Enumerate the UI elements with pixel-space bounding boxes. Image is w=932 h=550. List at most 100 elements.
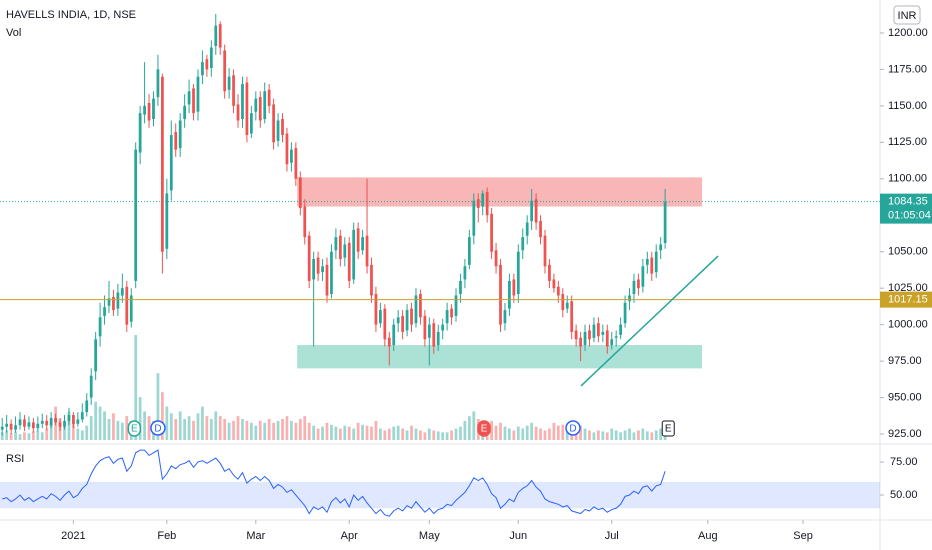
candle-body (659, 244, 663, 251)
candle-body (72, 415, 75, 424)
event-marker (477, 420, 491, 437)
volume-bar (467, 416, 471, 440)
volume-bar (654, 430, 658, 440)
candle-body (112, 296, 115, 311)
volume-bar (436, 431, 440, 440)
candle-body (654, 251, 658, 273)
candle-body (441, 324, 445, 331)
volume-bar (72, 420, 75, 440)
volume-bar (245, 420, 249, 440)
volume-bar (263, 422, 267, 440)
x-tick-label: 2021 (61, 530, 85, 542)
candle-body (338, 235, 342, 260)
volume-bar (120, 422, 124, 440)
candle-body (508, 280, 511, 309)
volume-bar (156, 373, 160, 440)
candle-body (565, 302, 569, 309)
volume-bar (89, 416, 93, 440)
candle-body (178, 120, 182, 149)
volume-bar (125, 416, 129, 440)
candle-body (31, 422, 35, 429)
candle-body (552, 279, 556, 289)
countdown: 01:05:04 (888, 210, 931, 222)
currency[interactable]: INR (898, 10, 917, 22)
volume-bar (14, 431, 17, 440)
volume-bar (552, 422, 556, 440)
volume-bar (619, 432, 623, 440)
volume-bar (232, 420, 235, 440)
candle-body (432, 323, 436, 347)
candle-body (63, 420, 66, 427)
currency-box[interactable] (893, 5, 921, 25)
y-tick-label: 1175.00 (888, 63, 927, 75)
candle-body (254, 98, 258, 112)
candle-body (561, 294, 565, 311)
candle-body (414, 295, 418, 324)
candle-body (45, 420, 49, 426)
y-tick-label: 1200.00 (888, 27, 928, 39)
volume-bar (276, 420, 280, 440)
volume-bar (85, 425, 89, 440)
volume-bar (512, 430, 516, 440)
volume-bar (565, 428, 569, 440)
candle-body (241, 84, 244, 120)
candle-body (530, 200, 534, 222)
volume-bar (36, 430, 40, 440)
volume-bar (490, 420, 493, 440)
rsi-tick-label: 50.00 (890, 489, 918, 501)
candle-body (214, 25, 218, 47)
volume-bar (543, 430, 547, 440)
candle-body (641, 266, 645, 287)
zones (297, 177, 703, 369)
volume-label: Vol (6, 27, 21, 39)
candle-body (236, 104, 240, 121)
candle-body (436, 331, 440, 346)
x-tick-label: Jun (509, 530, 527, 542)
candle-body (392, 324, 396, 346)
candle-body (303, 206, 307, 238)
rsi-band (0, 481, 880, 509)
candle-body (143, 105, 146, 115)
candle-body (156, 69, 160, 98)
candle-body (383, 308, 387, 340)
volume-bar (525, 425, 529, 440)
volume-bar (579, 425, 582, 440)
candle-body (490, 213, 493, 252)
candle-body (205, 59, 209, 70)
candle-body (80, 412, 84, 420)
candle-body (472, 200, 476, 236)
candle-body (534, 199, 538, 223)
volume-bar (614, 430, 618, 440)
candle-body (445, 310, 449, 324)
candle-body (272, 104, 275, 143)
volume-bar (138, 397, 142, 440)
candle-body (605, 330, 609, 347)
candle-body (14, 425, 17, 430)
candle-body (49, 417, 53, 426)
volume-bar (645, 431, 649, 440)
candle-body (365, 235, 369, 267)
volume-bar (249, 422, 253, 440)
candle-body (405, 310, 409, 331)
volume-bar (116, 420, 120, 440)
candle-body (525, 222, 529, 236)
candle-body (165, 193, 169, 249)
volume-bar (414, 428, 418, 440)
candle-body (548, 264, 551, 281)
candle-body (454, 295, 458, 316)
candle-body (645, 259, 649, 265)
candle-body (512, 279, 516, 296)
volume-bar (201, 406, 204, 440)
event-label: E (481, 424, 488, 435)
volume-bar (405, 430, 409, 440)
volume-bar (285, 416, 289, 440)
candle-body (23, 419, 26, 427)
candle-body (232, 75, 235, 106)
volume-bar (272, 422, 275, 440)
volume-bar (80, 430, 84, 440)
candles (0, 14, 667, 436)
y-tick-label: 1100.00 (888, 173, 927, 185)
volume-bar (516, 426, 520, 440)
volume-bar (432, 430, 436, 440)
